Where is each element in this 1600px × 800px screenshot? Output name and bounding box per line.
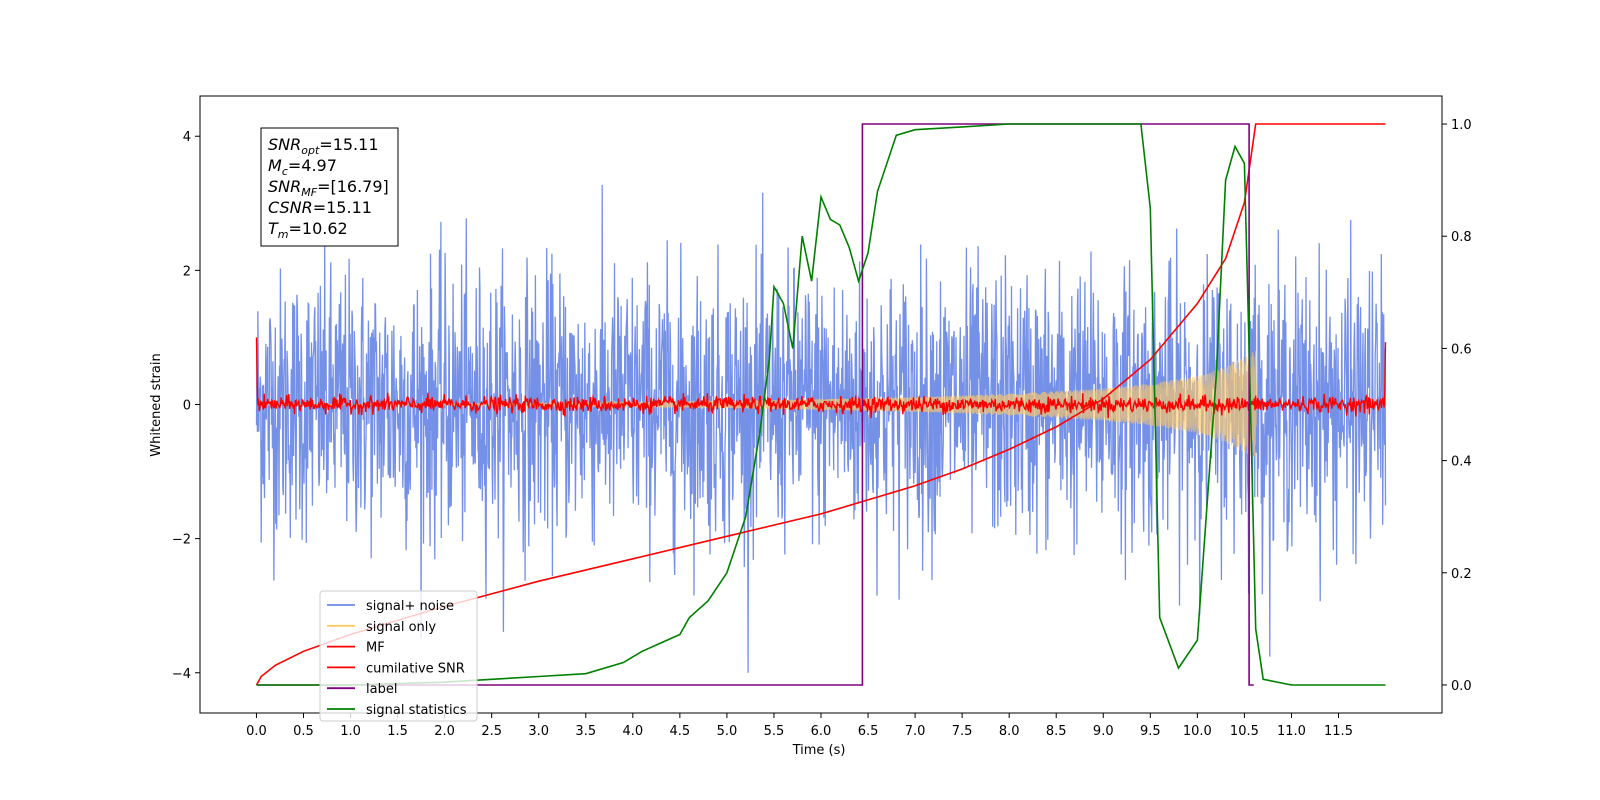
x-tick-label: 5.5: [764, 724, 785, 739]
x-tick-label: 7.0: [905, 724, 926, 739]
legend-label: signal+ noise: [366, 599, 454, 614]
legend-item: signal only: [327, 620, 436, 635]
x-tick-label: 0.5: [293, 724, 314, 739]
x-tick-label: 0.0: [246, 724, 267, 739]
signal-plus-noise-line: [255, 184, 1387, 673]
legend-label: MF: [366, 641, 385, 656]
x-tick-label: 11.0: [1277, 724, 1306, 739]
y2-tick-label: 0.6: [1451, 342, 1472, 357]
x-tick-label: 6.0: [811, 724, 832, 739]
x-tick-label: 5.0: [717, 724, 738, 739]
legend-label: cumilative SNR: [366, 661, 465, 676]
info-box: SNRopt=15.11Mc=4.97SNRMF=[16.79]CSNR=15.…: [260, 127, 399, 247]
legend-item: signal statistics: [327, 703, 467, 718]
y2-tick-label: 0.4: [1451, 455, 1472, 470]
legend-label: signal statistics: [366, 703, 467, 718]
y-tick-label: −2: [172, 533, 191, 548]
legend-frame: [319, 590, 478, 722]
y2-axis-ticks: 0.0 0.2 0.4 0.6 0.8 1.0: [1442, 118, 1472, 694]
info-line: SNRMF=[16.79]: [268, 177, 389, 199]
legend-item: signal+ noise: [327, 599, 454, 614]
x-tick-label: 3.0: [528, 724, 549, 739]
x-tick-label: 10.0: [1183, 724, 1212, 739]
y-tick-label: 2: [183, 264, 191, 279]
x-tick-label: 4.5: [670, 724, 691, 739]
y2-tick-label: 0.8: [1451, 230, 1472, 245]
x-tick-label: 9.0: [1093, 724, 1114, 739]
y-axis-label: Whitened strain: [149, 353, 164, 456]
mf-line: [255, 337, 1387, 419]
x-tick-label: 1.0: [340, 724, 361, 739]
x-tick-label: 1.5: [387, 724, 408, 739]
x-tick-label: 3.5: [575, 724, 596, 739]
x-tick-label: 8.0: [999, 724, 1020, 739]
y2-tick-label: 0.2: [1451, 567, 1472, 582]
legend-item: label: [327, 682, 397, 697]
x-axis-label: Time (s): [792, 743, 846, 758]
x-tick-label: 8.5: [1046, 724, 1067, 739]
legend-item: MF: [327, 641, 385, 656]
y-tick-label: −4: [172, 667, 191, 682]
info-box-frame: [260, 127, 399, 247]
legend-label: label: [366, 682, 397, 697]
x-axis-ticks: 0.0 0.5 1.0 1.5 2.0 2.5 3.0 3.5 4.0 4.5 5.0 5.5 6.0 6…: [246, 713, 1353, 739]
signal-plus-noise-layer: [255, 184, 1387, 673]
y-axis-ticks: −4 −2 0 2 4: [172, 130, 200, 682]
mf-layer: [255, 337, 1387, 419]
x-tick-label: 2.0: [434, 724, 455, 739]
x-tick-label: 4.0: [622, 724, 643, 739]
legend: signal+ noise signal only MF cumilative SNR…: [319, 590, 478, 722]
x-tick-label: 7.5: [952, 724, 973, 739]
info-line: Mc=4.97: [268, 156, 337, 178]
y-tick-label: 4: [183, 130, 191, 145]
legend-label: signal only: [366, 620, 436, 635]
info-line: SNRopt=15.11: [268, 135, 379, 157]
y2-tick-label: 0.0: [1451, 679, 1472, 694]
x-tick-label: 6.5: [858, 724, 879, 739]
y2-tick-label: 1.0: [1451, 118, 1472, 133]
y-tick-label: 0: [183, 399, 191, 414]
info-line: CSNR=15.11: [268, 198, 372, 217]
signal-statistics-line: [256, 123, 1386, 686]
info-line: Tm=10.62: [268, 219, 348, 241]
x-tick-label: 2.5: [481, 724, 502, 739]
x-tick-label: 11.5: [1324, 724, 1353, 739]
x-tick-label: 9.5: [1140, 724, 1161, 739]
x-tick-label: 10.5: [1230, 724, 1259, 739]
legend-item: cumilative SNR: [327, 661, 465, 676]
